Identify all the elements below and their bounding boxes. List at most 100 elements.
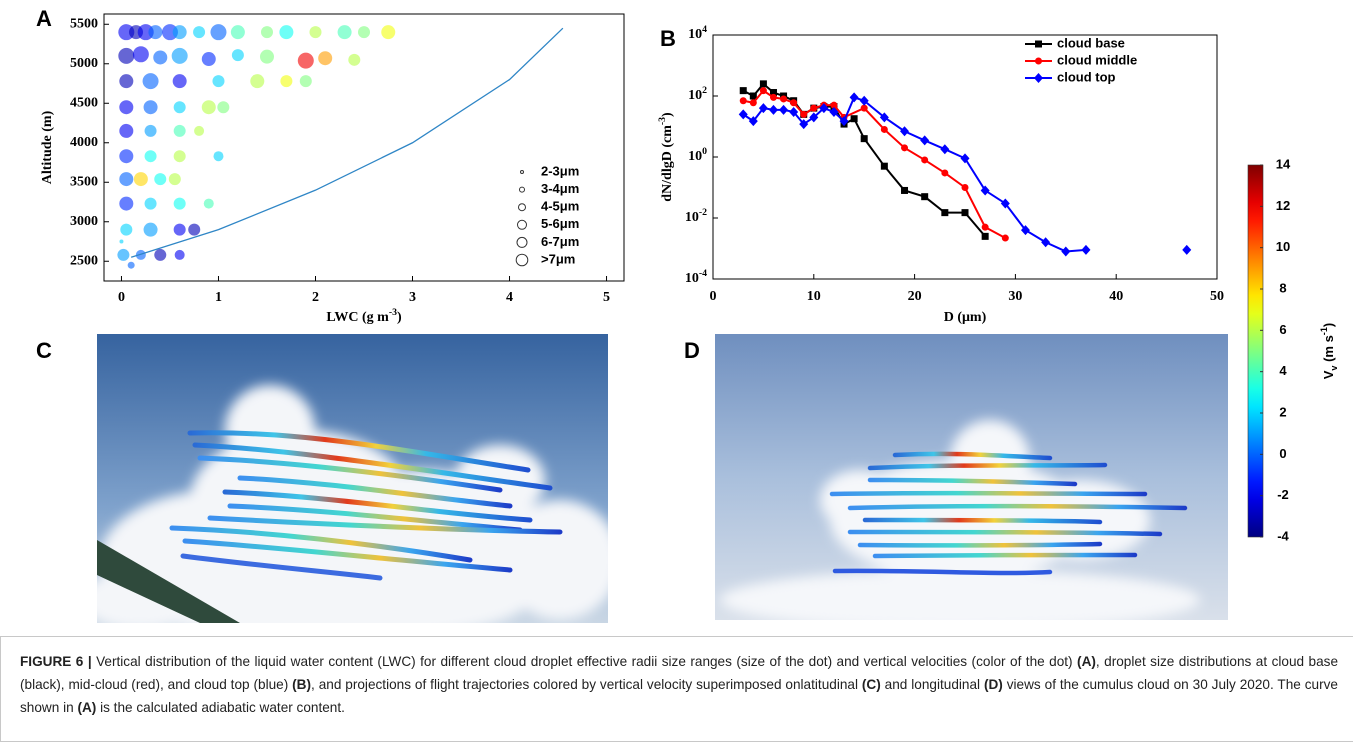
point [193,26,206,39]
label-part: v [1329,365,1339,371]
caption: FIGURE 6 | Vertical distribution of the … [20,650,1338,719]
legend-label: cloud base [1057,35,1125,50]
marker [850,115,858,123]
label-part: 10 [688,88,702,103]
point [201,52,216,67]
label-part: 10 [688,27,702,42]
y-tick-label: 2500 [70,253,98,268]
caption-text: , droplet size distributions at cloud ba… [20,654,1339,692]
point [188,223,201,236]
y-axis-label: dN/dlgD (cm-3) [657,112,675,202]
point [358,26,370,39]
marker [849,92,859,103]
point [143,222,158,237]
colorbar-tick-label: 12 [1276,198,1290,213]
marker [759,87,767,95]
marker [1000,198,1010,209]
marker [960,153,970,164]
point [154,173,167,186]
colorbar-tick-label: 14 [1276,156,1291,171]
caption-text: is the calculated adiabatic water conten… [96,700,345,715]
marker [880,162,888,170]
marker [1020,225,1030,236]
point [119,172,134,187]
marker [758,103,768,114]
point [119,196,134,211]
point [173,150,186,163]
x-axis-label: D (μm) [944,310,987,325]
x-tick-label: 2 [312,290,319,305]
label-part: 0 [702,146,707,157]
point [119,74,134,89]
point [173,124,186,137]
marker [810,104,818,112]
marker [1182,244,1192,255]
label-part: ) [397,310,402,325]
y-tick-label: 4000 [70,135,98,150]
marker [980,185,990,196]
legend-label: 4-5μm [541,199,579,214]
colorbar-tick-label: 2 [1279,404,1286,419]
marker [749,99,757,107]
label-part: ) [1321,323,1336,327]
x-tick-label: 40 [1109,289,1123,304]
marker [981,232,989,240]
marker [901,144,909,152]
point [297,52,314,69]
colorbar-tick-label: 4 [1279,363,1287,378]
point [279,25,294,40]
marker [790,99,798,107]
y-tick-label: 5500 [70,16,98,31]
caption-text: and longitudinal [880,677,984,692]
label-part: dN/dlgD (cm [660,125,675,202]
marker [830,101,838,109]
photo-d [715,334,1228,620]
marker [809,112,819,123]
legend-marker [520,170,524,174]
marker [780,95,788,103]
point [212,75,225,88]
caption-text: , and projections of flight trajectories… [311,677,862,692]
label-part: -2 [699,207,707,218]
marker [739,97,747,105]
x-tick-label: 30 [1008,289,1022,304]
legend-marker [519,186,525,193]
point [173,101,186,114]
y-tick-label: 100 [688,146,707,164]
label-part: ) [660,112,675,117]
plot-frame [103,13,625,282]
point [259,49,274,64]
marker [779,104,789,115]
x-tick-label: 1 [215,290,222,305]
colorbar-tick-label: -4 [1277,528,1289,543]
colorbar-tick-label: 6 [1279,322,1286,337]
marker [738,109,748,120]
caption-ref: (D) [983,677,1003,692]
series-line [743,97,1187,251]
point [144,197,157,210]
marker [819,103,829,114]
x-tick-label: 5 [603,290,610,305]
plot-frame [712,34,1218,280]
caption-ref: (A) [1077,654,1096,669]
colorbar-label: Vv (m s-1) [1319,323,1339,380]
label-part: -1 [1319,327,1329,335]
caption-ref: (B) [292,677,312,692]
point [309,26,322,39]
point [213,151,224,162]
colorbar-tick-label: -2 [1277,487,1289,502]
x-tick-label: 20 [908,289,922,304]
point [348,53,361,66]
marker [769,89,777,97]
marker [1061,246,1071,257]
legend-marker [517,219,527,230]
point [210,24,227,41]
point [143,100,158,115]
legend-label: 3-4μm [541,181,579,196]
label-part: (m s [1321,335,1336,365]
point [148,25,163,40]
point [120,223,133,236]
legend-label: cloud top [1057,69,1116,84]
legend-marker [516,236,528,248]
label-part: 2 [702,85,707,96]
